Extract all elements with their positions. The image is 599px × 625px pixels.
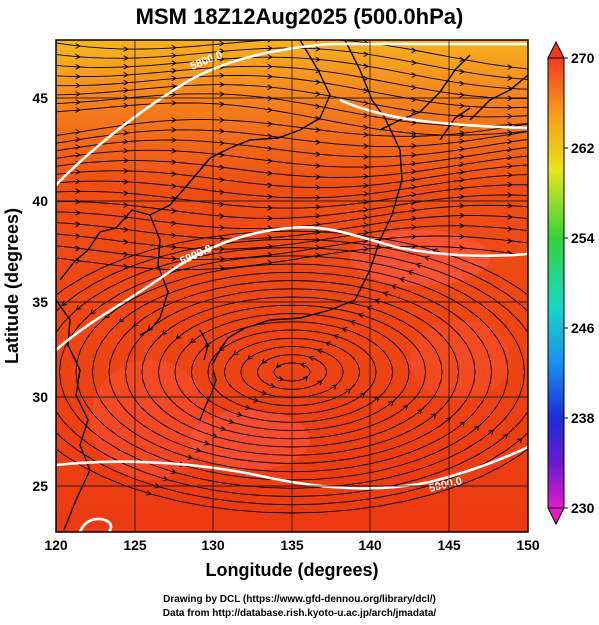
colorbar-tick-label: 246 <box>571 320 595 336</box>
streamline <box>162 475 169 482</box>
streamline <box>459 421 466 427</box>
streamline <box>212 433 218 439</box>
streamline <box>324 341 331 347</box>
graticule <box>56 40 528 532</box>
streamline <box>220 425 227 432</box>
plot-frame <box>55 39 529 533</box>
x-tick-label: 150 <box>516 537 540 553</box>
streamline <box>474 425 480 431</box>
streamline <box>531 443 536 448</box>
x-axis: 120 125 130 135 140 145 150 <box>44 537 540 553</box>
streamline <box>390 284 397 290</box>
y-tick-label: 45 <box>32 90 48 106</box>
streamline <box>261 390 268 396</box>
streamline <box>267 40 273 43</box>
streamline <box>154 483 161 489</box>
streamline <box>488 429 495 435</box>
y-tick-label: 30 <box>32 389 48 405</box>
streamline <box>402 404 409 411</box>
streamline <box>302 375 309 382</box>
streamline <box>407 269 414 276</box>
streamline <box>187 454 194 460</box>
streamline <box>416 408 423 415</box>
x-tick-label: 125 <box>123 537 147 553</box>
colorbar-tick-label: 254 <box>571 230 595 246</box>
streamline <box>89 309 96 315</box>
y-axis: 25 30 35 40 45 <box>32 90 48 494</box>
map-title: MSM 18Z12Aug2025 (500.0hPa) <box>135 4 464 29</box>
streamline <box>275 362 282 369</box>
streamline <box>48 297 53 302</box>
streamline <box>415 262 422 269</box>
streamline <box>316 379 323 386</box>
streamline <box>423 255 430 261</box>
colorbar: 270 262 254 246 238 230 <box>547 40 595 526</box>
x-tick-label: 135 <box>280 537 304 553</box>
colorbar-tick-label: 238 <box>571 410 595 426</box>
streamline <box>316 348 323 354</box>
geopotential-contours <box>56 42 528 532</box>
x-tick-label: 120 <box>44 537 68 553</box>
streamline <box>61 300 68 307</box>
data-credit: Data from http://database.rish.kyoto-u.a… <box>162 608 437 619</box>
streamline <box>357 312 364 319</box>
streamline <box>261 358 268 365</box>
x-tick-label: 145 <box>437 537 461 553</box>
streamline <box>104 313 110 319</box>
streamline <box>253 397 260 403</box>
streamline <box>502 433 509 440</box>
streamline <box>308 355 315 361</box>
streamline <box>247 354 253 360</box>
streamline <box>359 392 366 398</box>
streamline <box>331 384 337 390</box>
y-tick-label: 40 <box>32 193 48 209</box>
streamline <box>232 350 239 356</box>
streamline <box>341 326 348 333</box>
drawing-credit: Drawing by DCL (https://www.gfd-dennou.o… <box>163 594 436 605</box>
streamline <box>195 447 202 453</box>
streamline <box>170 468 177 475</box>
streamline <box>345 388 352 394</box>
streamline <box>118 317 125 323</box>
streamline <box>431 412 437 419</box>
streamline <box>146 490 152 496</box>
streamline <box>300 362 306 369</box>
streamline <box>228 418 235 425</box>
colorbar-tick-label: 270 <box>571 50 595 66</box>
streamline <box>388 400 395 407</box>
streamline <box>189 337 196 344</box>
streamline <box>333 334 339 340</box>
colorbar-tick-label: 230 <box>571 500 595 516</box>
y-axis-title: Latitude (degrees) <box>2 208 22 364</box>
streamline <box>382 291 389 297</box>
streamline <box>161 329 168 336</box>
streamline <box>399 276 405 283</box>
streamline <box>278 375 284 382</box>
streamline <box>236 411 243 418</box>
streamline <box>203 440 210 446</box>
streamline <box>349 319 356 326</box>
streamline <box>245 404 251 410</box>
streamline <box>269 383 276 389</box>
coastline <box>56 40 528 531</box>
streamline <box>75 304 82 311</box>
x-tick-label: 140 <box>358 537 382 553</box>
streamline <box>516 437 523 444</box>
temperature-field <box>48 40 536 532</box>
x-tick-label: 130 <box>201 537 225 553</box>
colorbar-tick-label: 262 <box>571 140 595 156</box>
y-tick-label: 35 <box>32 294 48 310</box>
y-tick-label: 25 <box>32 478 48 494</box>
streamline <box>175 333 182 340</box>
x-axis-title: Longitude (degrees) <box>205 560 378 580</box>
